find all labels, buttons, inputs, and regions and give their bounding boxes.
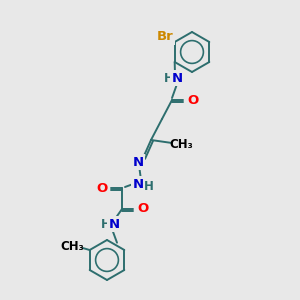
Text: CH₃: CH₃ <box>169 139 193 152</box>
Text: N: N <box>132 155 144 169</box>
Text: O: O <box>188 94 199 106</box>
Text: N: N <box>132 178 144 190</box>
Text: H: H <box>101 218 111 230</box>
Text: O: O <box>137 202 148 215</box>
Text: CH₃: CH₃ <box>61 239 85 253</box>
Text: H: H <box>164 73 174 85</box>
Text: N: N <box>108 218 120 230</box>
Text: N: N <box>171 71 183 85</box>
Text: Br: Br <box>156 31 173 44</box>
Text: H: H <box>144 179 154 193</box>
Text: O: O <box>96 182 108 194</box>
